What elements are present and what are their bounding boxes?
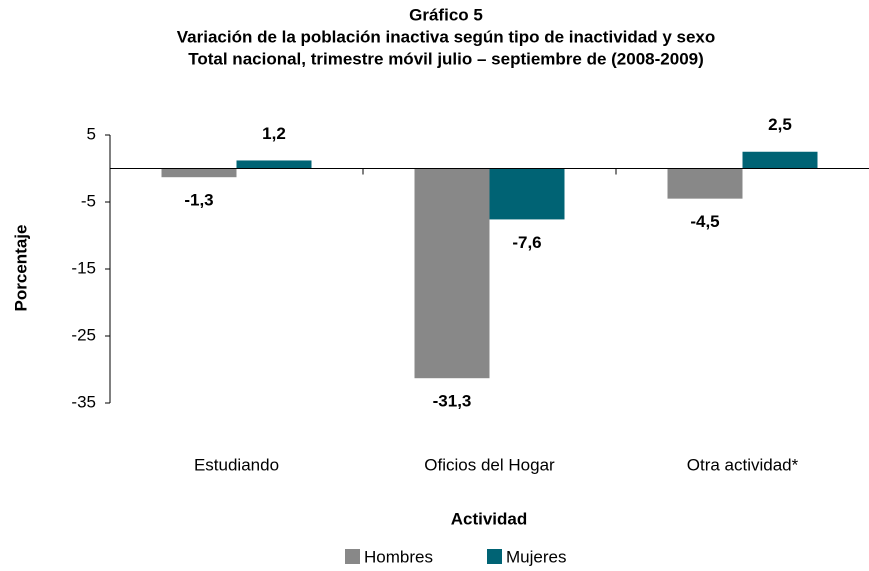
data-label: -7,6 [512, 233, 541, 252]
y-tick-label: -15 [71, 258, 96, 277]
data-label: -31,3 [433, 392, 472, 411]
x-tick-label: Oficios del Hogar [424, 455, 555, 474]
bar [414, 168, 490, 379]
bar [161, 168, 237, 178]
legend-label: Hombres [364, 547, 433, 566]
data-label: -4,5 [690, 212, 719, 231]
y-axis-title: Porcentaje [11, 225, 30, 312]
legend-swatch [487, 549, 502, 564]
data-label: 1,2 [262, 124, 286, 143]
y-tick-label: -25 [71, 325, 96, 344]
y-tick-label: 5 [87, 124, 96, 143]
legend-label: Mujeres [506, 547, 566, 566]
bar [667, 168, 743, 199]
x-axis-title: Actividad [451, 509, 528, 528]
bar [489, 168, 565, 220]
bar [742, 151, 818, 169]
chart-title: Gráfico 5 [409, 5, 483, 24]
legend-swatch [345, 549, 360, 564]
chart-subtitle: Total nacional, trimestre móvil julio – … [188, 49, 704, 68]
y-tick-label: -35 [71, 392, 96, 411]
data-label: 2,5 [768, 115, 792, 134]
y-tick-label: -5 [81, 191, 96, 210]
chart-subtitle: Variación de la población inactiva según… [177, 27, 716, 46]
data-label: -1,3 [184, 191, 213, 210]
x-tick-label: Estudiando [194, 455, 279, 474]
x-tick-label: Otra actividad* [687, 455, 799, 474]
bar [236, 160, 312, 169]
